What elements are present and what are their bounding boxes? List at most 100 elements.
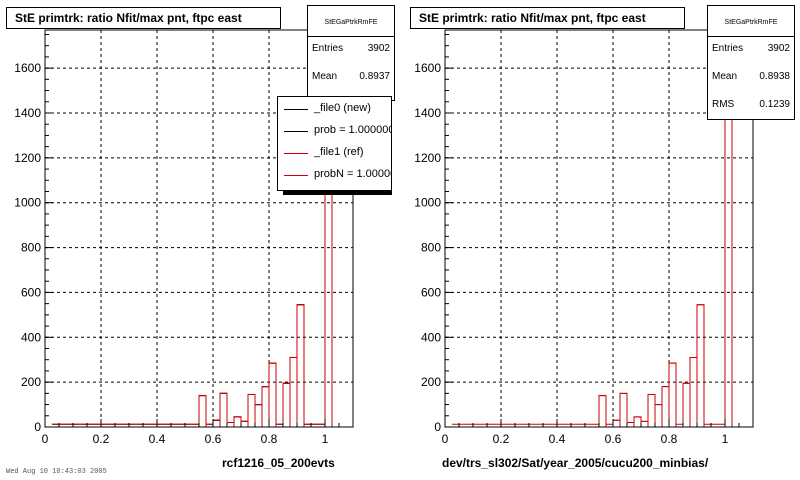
legend-label: probN = 1.000000: [314, 168, 391, 180]
right-xtick-label: 0.4: [549, 432, 566, 446]
left-bar: [282, 382, 291, 428]
stats-entries-value: 3902: [367, 43, 390, 54]
legend-entry: prob = 1.000000: [278, 121, 391, 143]
chart-right-xlabel: dev/trs_sl302/Sat/year_2005/cucu200_minb…: [442, 456, 709, 470]
left-bar: [212, 419, 221, 428]
left-bar: [247, 393, 256, 428]
right-xtick-label: 1: [722, 432, 729, 446]
right-ytick-label: 1600: [414, 61, 441, 75]
right-bar: [640, 420, 649, 428]
stats-mean-row: Mean 0.8937: [312, 71, 390, 85]
left-bar: [254, 404, 263, 428]
left-bar: [226, 422, 235, 428]
right-bar: [598, 395, 607, 428]
left-ytick-label: 0: [34, 420, 41, 434]
stats-divider: [308, 36, 394, 37]
left-xtick-label: 0.8: [261, 432, 278, 446]
left-bar: [198, 395, 207, 428]
chart-left-legend: _file0 (new) prob = 1.000000 _file1 (ref…: [277, 96, 392, 191]
left-xtick-label: 1: [322, 432, 329, 446]
left-ytick-label: 1000: [14, 196, 41, 210]
right-xtick-label: 0.8: [661, 432, 678, 446]
stats-entries-row: Entries 3902: [312, 43, 390, 57]
left-bar: [198, 395, 207, 428]
left-ytick-label: 200: [21, 375, 41, 389]
left-bar: [219, 392, 228, 428]
chart-left-xlabel: rcf1216_05_200evts: [222, 456, 335, 470]
left-bar: [268, 362, 277, 428]
left-bar: [212, 419, 221, 428]
left-ytick-label: 1200: [14, 151, 41, 165]
left-bar: [282, 382, 291, 428]
stats-name: StEGaPtrkRmFE: [324, 19, 378, 26]
left-xtick-label: 0.4: [149, 432, 166, 446]
left-bar: [261, 386, 270, 428]
right-ytick-label: 1000: [414, 196, 441, 210]
right-bar: [612, 419, 621, 428]
right-bar: [626, 422, 635, 428]
stats-entries-value: 3902: [767, 43, 790, 54]
stats-rms-value: 0.1239: [759, 99, 790, 110]
chart-right-stats-box: StEGaPtrkRmFE Entries 3902 Mean 0.8938 R…: [707, 5, 795, 120]
stats-mean-value: 0.8938: [759, 71, 790, 82]
stats-entries-label: Entries: [312, 43, 344, 54]
right-bar: [682, 382, 691, 428]
left-bar: [268, 362, 277, 428]
right-bar: [619, 392, 628, 428]
right-ytick-label: 1200: [414, 151, 441, 165]
right-bar: [668, 362, 677, 428]
right-bar: [633, 416, 642, 428]
right-bar: [647, 393, 656, 428]
right-xtick-label: 0: [442, 432, 449, 446]
left-ytick-label: 400: [21, 330, 41, 344]
left-bar: [233, 416, 242, 428]
left-bar: [261, 386, 270, 428]
right-bar: [689, 356, 698, 428]
stats-entries-label: Entries: [712, 43, 744, 54]
left-bar: [247, 393, 256, 428]
right-bar: [696, 304, 705, 428]
right-xtick-label: 0.2: [493, 432, 510, 446]
stats-mean-row: Mean 0.8938: [712, 71, 790, 85]
stats-name: StEGaPtrkRmFE: [724, 19, 778, 26]
left-ytick-label: 600: [21, 285, 41, 299]
stats-mean-label: Mean: [312, 71, 338, 82]
left-xtick-label: 0: [42, 432, 49, 446]
left-bar: [296, 304, 305, 428]
stats-rms-row: RMS 0.1239: [712, 99, 790, 113]
stats-divider: [708, 36, 794, 37]
left-ytick-label: 1400: [14, 106, 41, 120]
left-bar: [289, 356, 298, 428]
right-ytick-label: 200: [421, 375, 441, 389]
chart-left-stats-box: StEGaPtrkRmFE Entries 3902 Mean 0.8937: [307, 5, 395, 101]
right-ytick-label: 1400: [414, 106, 441, 120]
stats-mean-value: 0.8937: [359, 71, 390, 82]
legend-entry: _file1 (ref): [278, 143, 391, 165]
right-ytick-label: 0: [434, 420, 441, 434]
left-bar: [240, 420, 249, 428]
right-ytick-label: 600: [421, 285, 441, 299]
left-bar: [233, 416, 242, 428]
legend-entry: _file0 (new): [278, 99, 391, 121]
left-ytick-label: 800: [21, 241, 41, 255]
footer-timestamp: Wed Aug 10 10:43:03 2005: [6, 468, 107, 476]
right-series-0: [452, 49, 739, 428]
stats-mean-label: Mean: [712, 71, 738, 82]
left-bar: [296, 304, 305, 428]
left-bar: [289, 356, 298, 428]
left-xtick-label: 0.2: [93, 432, 110, 446]
left-bar: [219, 392, 228, 428]
left-bar: [240, 420, 249, 428]
legend-entry: probN = 1.000000: [278, 165, 391, 187]
left-bar: [226, 422, 235, 428]
legend-label: _file1 (ref): [314, 146, 364, 158]
chart-right-title: StE primtrk: ratio Nfit/max pnt, ftpc ea…: [410, 7, 685, 29]
stats-entries-row: Entries 3902: [712, 43, 790, 57]
right-bar: [661, 386, 670, 428]
legend-shadow: [283, 191, 392, 195]
right-xtick-label: 0.6: [605, 432, 622, 446]
left-xtick-label: 0.6: [205, 432, 222, 446]
right-ytick-label: 800: [421, 241, 441, 255]
left-bar: [254, 404, 263, 428]
